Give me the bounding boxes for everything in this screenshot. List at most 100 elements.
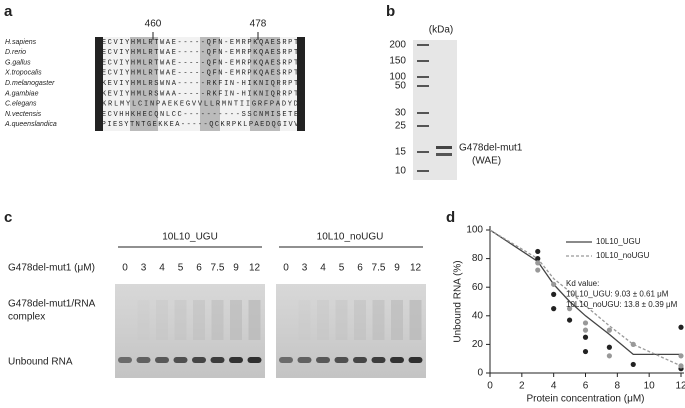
ladder-band <box>417 44 429 46</box>
species: A.gambiae <box>4 90 39 97</box>
complex-smear <box>298 300 311 340</box>
concentration: 9 <box>233 263 239 274</box>
point <box>582 348 589 355</box>
ladder-band <box>417 170 429 172</box>
panel-label: a <box>4 3 13 20</box>
ladder-band <box>417 112 429 114</box>
species: D.rerio <box>5 49 26 56</box>
x-tick-label: 12 <box>675 381 685 392</box>
marker-label: 25 <box>395 121 407 132</box>
unbound-band <box>408 357 423 363</box>
complex-label: complex <box>8 312 45 323</box>
sequence: KECVHHKHECQNLCC----------SSCNMISETEV <box>96 111 305 119</box>
concentration: 7.5 <box>211 263 225 274</box>
x-tick-label: 0 <box>487 381 493 392</box>
species: N.vectensis <box>5 111 42 118</box>
ladder-band <box>417 125 429 127</box>
species: A.queenslandica <box>4 121 57 128</box>
point <box>582 334 589 340</box>
unbound-band <box>247 357 262 363</box>
unbound-band <box>353 357 367 363</box>
concentration: 4 <box>320 263 326 274</box>
shade <box>130 37 158 131</box>
marker-label: 100 <box>389 72 406 83</box>
point <box>535 256 541 262</box>
x-tick-label: 4 <box>551 381 557 392</box>
point <box>678 353 684 359</box>
point <box>606 327 612 333</box>
concentration: 0 <box>122 263 128 274</box>
unbound-band <box>136 357 151 363</box>
shade <box>250 37 280 131</box>
condition: 10L10_UGU <box>162 232 218 243</box>
unbound-band <box>210 357 225 363</box>
sequence: KKEVIYHMLRSWNA-----RKFIN-HIKNIQRRPTK <box>96 80 305 88</box>
sequence: KKEVIYHMLRSWAA-----RKFIN-HIKNIQRRPTK <box>96 90 305 98</box>
unbound-band <box>155 357 169 363</box>
concentration: 0 <box>283 263 289 274</box>
point <box>566 306 573 312</box>
point <box>566 317 573 323</box>
concentration: 9 <box>394 263 400 274</box>
position: 478 <box>250 19 267 30</box>
marker-label: 50 <box>395 81 407 92</box>
point <box>551 281 557 287</box>
y-tick-label: 20 <box>472 339 484 350</box>
y-axis-label: Unbound RNA (%) <box>453 260 464 342</box>
x-tick-label: 8 <box>615 381 621 392</box>
marker-label: 15 <box>395 147 407 158</box>
shade <box>200 37 220 131</box>
position: 460 <box>145 19 162 30</box>
fit-line <box>489 229 681 356</box>
x-axis-label: Protein concentration (μM) <box>526 394 644 405</box>
concentration: 7.5 <box>372 263 386 274</box>
gel <box>413 40 457 180</box>
ladder-band <box>417 60 429 62</box>
complex-smear <box>335 300 348 340</box>
marker-label: 10 <box>395 166 407 177</box>
complex-smear <box>174 300 187 340</box>
complex-smear <box>137 300 150 340</box>
unbound-band <box>297 357 312 363</box>
sequence: KECVIYHMLRTWAE-----QFN-EMRPKQAESRPTK <box>96 39 305 47</box>
y-tick-label: 80 <box>472 253 484 264</box>
point <box>551 306 557 312</box>
complex-smear <box>409 300 422 340</box>
concentration: 3 <box>141 263 147 274</box>
sequence: KECVIYHMLRTWAE-----QFN-EMRPKQAESRPTK <box>96 49 305 57</box>
condition: 10L10_noUGU <box>317 232 384 243</box>
panel-label: c <box>4 209 12 226</box>
concentration: 6 <box>196 263 202 274</box>
complex-smear <box>317 300 329 340</box>
concentration: 6 <box>357 263 363 274</box>
concentration: 5 <box>178 263 184 274</box>
annotation: 10L10_UGU: 9.03 ± 0.61 μM <box>566 290 669 299</box>
species: C.elegans <box>5 101 37 108</box>
legend-label: 10L10_noUGU <box>596 251 650 260</box>
panel-label: d <box>446 209 455 226</box>
unbound-band <box>118 357 132 363</box>
concentration: 12 <box>249 263 261 274</box>
point <box>678 324 684 330</box>
sequence: RKRLMYLCINPAEKEGVVLLRMNTIIGRFPADYDK <box>96 101 305 109</box>
point <box>551 291 557 297</box>
y-tick-label: 100 <box>466 225 483 236</box>
annotation: Kd value: <box>566 279 599 288</box>
unbound-band <box>390 357 404 363</box>
sequence: KECVIYHMLRTWAE-----QFN-EMRPKQAESRPTK <box>96 59 305 67</box>
y-tick-label: 40 <box>472 310 484 321</box>
concentration: 5 <box>339 263 345 274</box>
unbound-band <box>173 357 188 363</box>
band-label: (WAE) <box>472 156 501 167</box>
point <box>606 353 612 359</box>
point <box>678 363 684 369</box>
complex-label: G478del-mut1/RNA <box>8 299 96 310</box>
unbound-band <box>279 357 293 363</box>
point <box>535 248 541 255</box>
unbound-label: Unbound RNA <box>8 357 73 368</box>
species: X.tropocalis <box>4 70 42 77</box>
point <box>535 260 541 266</box>
shade <box>297 37 305 131</box>
ladder-band <box>417 151 429 153</box>
marker-label: 30 <box>395 108 407 119</box>
